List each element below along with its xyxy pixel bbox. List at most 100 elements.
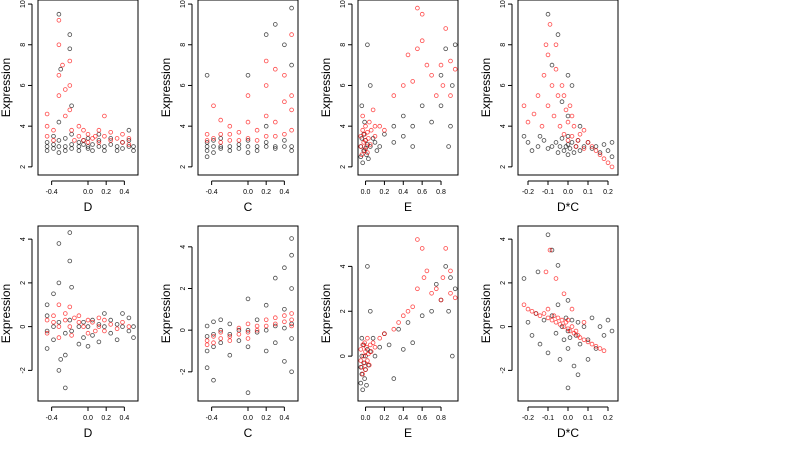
data-point [263,302,269,308]
x-tick-label: 0.4 [119,189,129,196]
y-tick-label: 4 [180,245,187,249]
data-point [282,132,287,137]
data-point [448,123,453,129]
data-point [96,324,102,329]
y-axis-label: Expression [159,58,173,117]
data-point [581,127,587,133]
data-point [452,66,458,72]
data-point [272,66,278,72]
data-point [211,138,216,143]
data-point [211,144,216,149]
data-point [400,347,406,352]
data-point [289,144,294,149]
data-point [549,83,555,88]
data-point [410,304,416,310]
x-tick-label: 0.4 [279,189,289,196]
data-point [67,32,73,37]
data-point [565,113,571,119]
data-point [114,322,120,327]
data-point [236,338,242,343]
x-tick-label: -0.2 [522,415,534,422]
data-point [557,144,563,149]
data-point [561,291,567,297]
data-point [245,329,251,335]
data-point [565,346,571,351]
data-point [410,144,416,149]
data-point [573,144,579,149]
data-point [569,324,575,329]
data-point [358,347,364,352]
data-point [120,311,125,316]
data-point [263,123,269,129]
data-point [358,358,364,363]
data-point [561,324,567,329]
data-point [69,142,74,147]
data-point [204,338,210,343]
data-point [282,306,287,312]
data-point [218,132,224,137]
data-point [56,119,62,125]
y-axis-label: Expression [479,58,493,117]
data-point [44,148,50,153]
data-point [108,317,113,323]
data-point [272,275,278,281]
data-point [289,369,294,375]
series-2 [44,302,132,340]
data-point [545,146,551,151]
data-point [102,134,107,139]
data-point [211,377,216,383]
data-point [585,357,591,362]
data-point [81,127,86,133]
data-point [227,352,233,358]
data-point [102,324,107,329]
data-point [289,286,294,291]
data-point [605,160,611,166]
data-point [541,138,547,143]
x-tick-label: 0.0 [83,415,93,422]
data-point [565,152,571,158]
data-point [581,146,587,151]
data-point [227,334,233,339]
data-point [545,306,551,312]
x-axis-label: E [404,426,412,440]
data-point [282,313,287,318]
data-point [236,146,242,151]
data-point [541,311,547,316]
series-1 [521,11,615,160]
data-point [597,324,603,329]
y-tick-label: 0 [340,354,347,358]
series-2 [521,22,615,170]
data-point [557,123,563,129]
data-point [374,148,380,153]
data-point [108,130,113,135]
data-point [571,123,577,129]
data-point [263,134,269,139]
x-tick-label: 0.2 [101,415,111,422]
data-point [565,119,571,125]
data-point [56,93,62,98]
x-tick-label: 0.0 [563,415,573,422]
data-point [366,362,372,368]
data-point [227,331,233,337]
data-point [289,252,294,258]
data-point [69,132,74,137]
data-point [452,42,458,48]
data-point [405,308,411,314]
data-point [211,136,216,141]
data-point [63,330,68,336]
data-point [85,317,91,323]
y-tick-label: -2 [20,367,27,373]
data-point [410,123,416,129]
data-point [443,26,449,31]
data-point [372,353,378,359]
data-point [282,138,287,143]
data-point [56,335,62,340]
data-point [254,327,260,333]
data-point [44,328,50,334]
y-axis-label: Expression [159,284,173,343]
data-point [51,146,56,151]
plot-frame [357,225,459,402]
data-point [609,164,615,170]
data-point [120,132,125,137]
data-point [289,236,294,241]
